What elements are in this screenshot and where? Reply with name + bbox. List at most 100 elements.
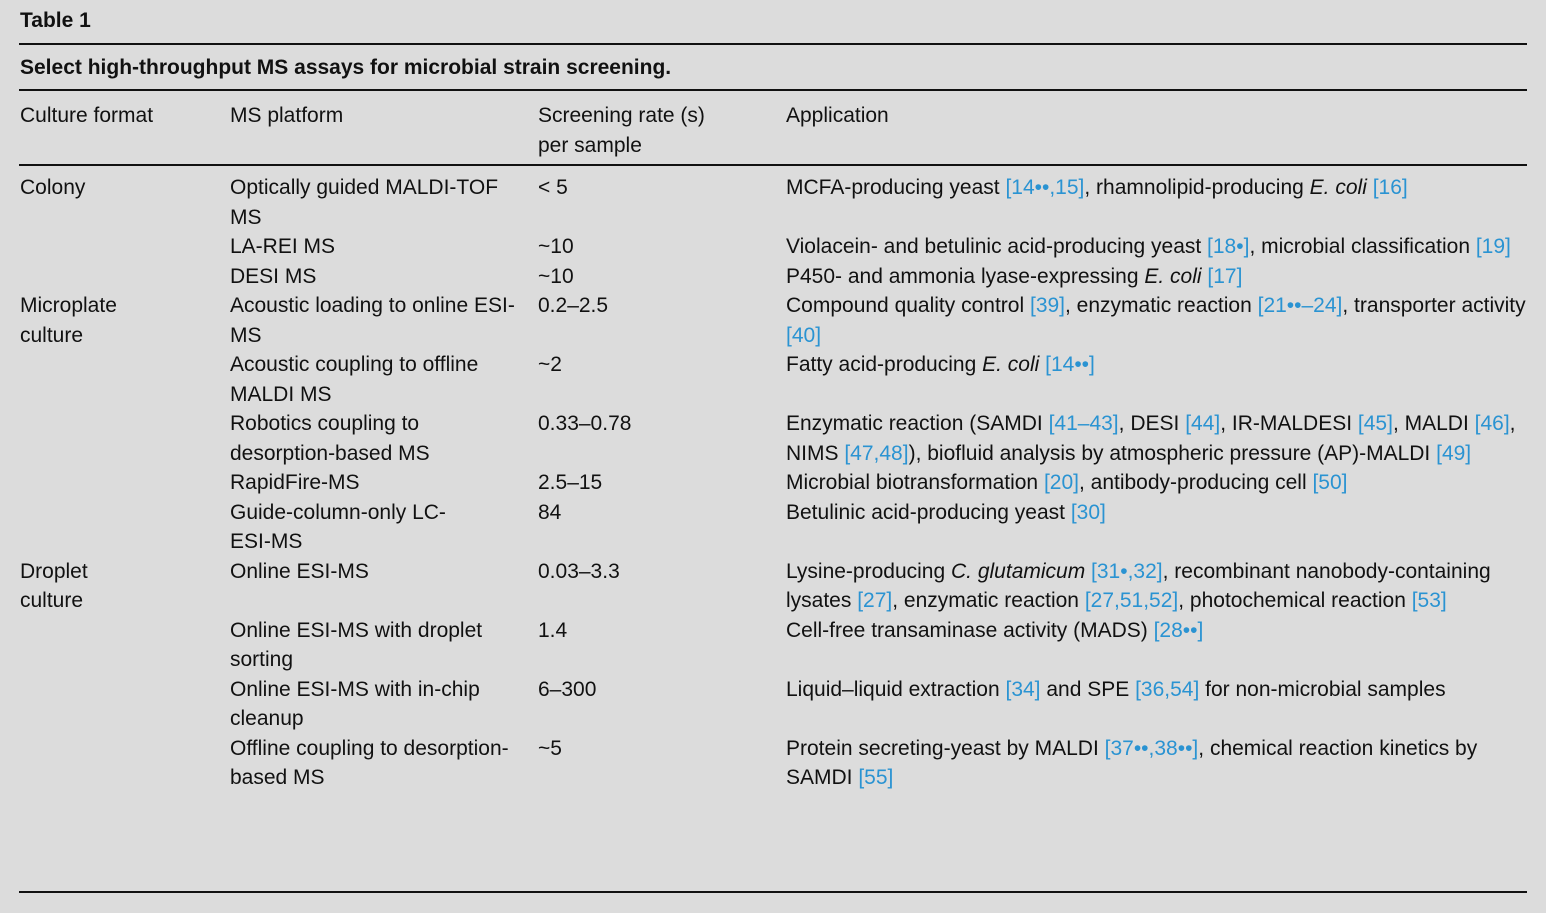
citation-link[interactable]: [16] [1372, 176, 1408, 199]
table-row: DESI MS ~10 P450- and ammonia lyase-expres… [20, 262, 1528, 292]
table-label: Table 1 [20, 9, 91, 32]
species-name: E. coli [1309, 176, 1367, 199]
citation-link[interactable]: [30] [1070, 500, 1106, 524]
application-text: Violacein- and betulinic acid-producing … [786, 235, 1208, 258]
culture-format-cell [20, 468, 230, 498]
citation-link[interactable]: [34] [1005, 677, 1041, 701]
citation-link[interactable]: [14••,15] [1005, 176, 1085, 199]
citation-link[interactable]: [53] [1411, 589, 1447, 612]
application-cell: Cell-free transaminase activity (MADS) [… [786, 616, 1528, 675]
screening-rate-cell: ~2 [538, 353, 562, 376]
ms-platform-cell: Online ESI-MS [230, 559, 369, 583]
screening-rate-cell: 0.03–3.3 [538, 559, 620, 583]
application-cell: Enzymatic reaction (SAMDI [41–43], DESI … [786, 409, 1528, 468]
table-caption: Select high-throughput MS assays for mic… [20, 56, 672, 79]
application-text: Liquid–liquid extraction [786, 677, 1006, 701]
citation-link[interactable]: [27] [857, 589, 893, 612]
data-table: Culture format MS platform Screening rat… [20, 101, 1528, 793]
application-cell: Fatty acid-producing E. coli [14••] [786, 350, 1528, 409]
citation-link[interactable]: [44] [1185, 412, 1221, 435]
application-cell: Microbial biotransformation [20], antibo… [786, 468, 1528, 498]
ms-platform-cell: Robotics coupling to desorption-based MS [230, 412, 430, 465]
application-text: Betulinic acid-producing yeast [786, 500, 1071, 524]
citation-link[interactable]: [36,54] [1135, 677, 1200, 701]
application-text: and SPE [1040, 677, 1136, 701]
table-row: Offline coupling to desorption-based MS ~… [20, 734, 1528, 793]
citation-link[interactable]: [28••] [1153, 618, 1204, 642]
application-text: Lysine-producing [786, 559, 951, 583]
citation-link[interactable]: [18•] [1207, 235, 1250, 258]
table-row: Robotics coupling to desorption-based MS… [20, 409, 1528, 468]
ms-platform-cell: Acoustic coupling to offline MALDI MS [230, 353, 479, 406]
screening-rate-cell: < 5 [538, 176, 568, 199]
application-cell: Protein secreting-yeast by MALDI [37••,3… [786, 734, 1528, 793]
application-text: , enzymatic reaction [1065, 294, 1258, 317]
application-text: , MALDI [1392, 412, 1475, 435]
citation-link[interactable]: [55] [858, 766, 894, 789]
citation-link[interactable]: [27,51,52] [1084, 589, 1179, 612]
culture-format-cell [20, 498, 230, 557]
application-text: Enzymatic reaction (SAMDI [786, 412, 1049, 435]
header-culture-format: Culture format [20, 104, 154, 127]
table-row: Microplate culture Acoustic loading to on… [20, 291, 1528, 350]
citation-link[interactable]: [41–43] [1048, 412, 1119, 435]
culture-format-cell [20, 734, 230, 793]
header-screening-rate: Screening rate (s) per sample [538, 104, 705, 157]
citation-link[interactable]: [46] [1474, 412, 1510, 435]
application-cell: Liquid–liquid extraction [34] and SPE [3… [786, 675, 1528, 734]
culture-format-cell [20, 675, 230, 734]
ms-platform-cell: Optically guided MALDI-TOF MS [230, 176, 499, 229]
application-text: for non-microbial samples [1199, 677, 1446, 701]
application-text: ), biofluid analysis by atmospheric pres… [908, 441, 1437, 465]
screening-rate-cell: ~10 [538, 264, 574, 288]
table-row: Online ESI-MS with droplet sorting 1.4 Cel… [20, 616, 1528, 675]
screening-rate-cell: ~10 [538, 235, 574, 258]
header-row: Culture format MS platform Screening rat… [20, 101, 1528, 166]
application-text: , IR-MALDESI [1220, 412, 1358, 435]
ms-platform-cell: Guide-column-only LC-ESI-MS [230, 500, 446, 554]
culture-format-cell [20, 616, 230, 675]
application-cell: Lysine-producing C. glutamicum [31•,32],… [786, 557, 1528, 616]
citation-link[interactable]: [19] [1475, 235, 1511, 258]
ms-platform-cell: LA-REI MS [230, 235, 336, 258]
application-text: , microbial classification [1249, 235, 1476, 258]
citation-link[interactable]: [49] [1436, 441, 1472, 465]
application-cell: Betulinic acid-producing yeast [30] [786, 498, 1528, 557]
application-cell: MCFA-producing yeast [14••,15], rhamnoli… [786, 166, 1528, 232]
culture-format-cell: Droplet culture [20, 559, 88, 613]
culture-format-cell: Microplate culture [20, 294, 117, 347]
application-text: , photochemical reaction [1178, 589, 1412, 612]
screening-rate-cell: ~5 [538, 736, 562, 760]
application-text: , antibody-producing cell [1078, 471, 1313, 494]
culture-format-cell [20, 262, 230, 292]
citation-link[interactable]: [39] [1029, 294, 1066, 317]
citation-link[interactable]: [47,48] [844, 441, 909, 465]
table-row: Acoustic coupling to offline MALDI MS ~2 F… [20, 350, 1528, 409]
culture-format-cell: Colony [20, 176, 86, 199]
citation-link[interactable]: [45] [1357, 412, 1393, 435]
application-text: , transporter activity [1342, 294, 1526, 317]
header-rule [19, 164, 1527, 166]
citation-link[interactable]: [37••,38••] [1104, 736, 1199, 760]
culture-format-cell [20, 409, 230, 468]
citation-link[interactable]: [21••–24] [1257, 294, 1343, 317]
table-row: Guide-column-only LC-ESI-MS 84 Betulinic a… [20, 498, 1528, 557]
citation-link[interactable]: [40] [786, 323, 822, 347]
screening-rate-cell: 84 [538, 500, 562, 524]
citation-link[interactable]: [31•,32] [1091, 559, 1163, 583]
ms-platform-cell: Online ESI-MS with in-chip cleanup [230, 677, 480, 731]
ms-platform-cell: RapidFire-MS [230, 471, 360, 494]
application-cell: P450- and ammonia lyase-expressing E. co… [786, 262, 1528, 292]
citation-link[interactable]: [14••] [1045, 353, 1095, 376]
application-text: , DESI [1118, 412, 1186, 435]
citation-link[interactable]: [50] [1312, 471, 1348, 494]
citation-link[interactable]: [17] [1207, 264, 1243, 288]
citation-link[interactable]: [20] [1043, 471, 1079, 494]
screening-rate-cell: 6–300 [538, 677, 597, 701]
application-text: , recombinant nanobody-containing lysate… [786, 559, 1491, 613]
application-text: , NIMS [786, 412, 1516, 465]
application-text: , rhamnolipid-producing [1084, 176, 1310, 199]
table-row: Colony Optically guided MALDI-TOF MS < 5 MC… [20, 166, 1528, 232]
ms-platform-cell: DESI MS [230, 264, 317, 288]
ms-platform-cell: Offline coupling to desorption-based MS [230, 736, 509, 790]
